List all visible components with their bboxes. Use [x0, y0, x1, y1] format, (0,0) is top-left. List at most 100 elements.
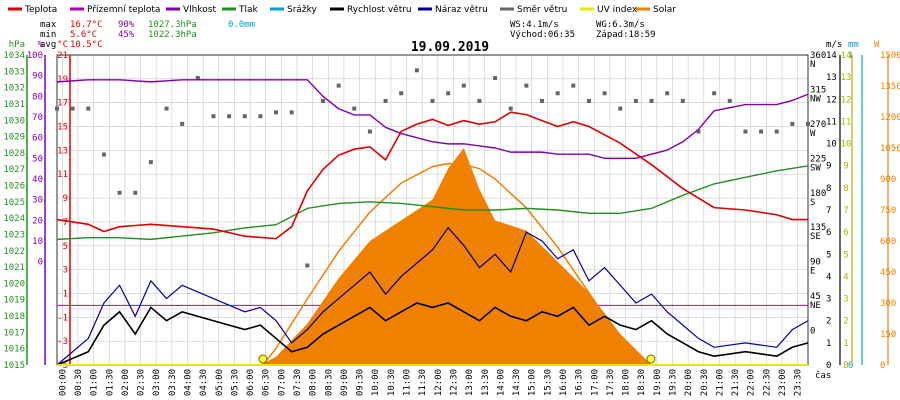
tick-humidity_pct: 70 [32, 113, 43, 123]
tick-uv_index: 8 [843, 184, 848, 194]
stat-wg: WG:6.3m/s [596, 20, 645, 30]
x-tick-label: 19:30 [669, 369, 679, 396]
tick-direction: 0 [810, 327, 815, 337]
tick-wind_ms: 14 [826, 51, 837, 61]
tick-direction: 135 [810, 223, 826, 233]
x-tick-label: 12:00 [434, 369, 444, 396]
tick-pressure_hpa: 1030 [3, 116, 25, 126]
tick-uv_index: 1 [843, 339, 848, 349]
x-tick-label: 18:30 [637, 369, 647, 396]
tick-solar_w: 1050 [880, 144, 900, 154]
stat-min-press: 1022.3hPa [148, 30, 197, 40]
legend-label-6: Náraz větru [435, 5, 488, 15]
x-tick-label: 08:00 [309, 369, 319, 396]
tick-temperature_c: 5 [63, 242, 68, 252]
tick-pressure_hpa: 1031 [3, 100, 25, 110]
wind-direction-point [743, 129, 748, 134]
x-tick-label: 15:00 [528, 369, 538, 396]
x-tick-label: 15:30 [543, 369, 553, 396]
wind-direction-point [289, 110, 294, 115]
x-tick-label: 16:30 [575, 369, 585, 396]
tick-solar_w: 1350 [880, 82, 900, 92]
tick-uv_index: 6 [843, 228, 848, 238]
tick-pressure_hpa: 1018 [3, 312, 25, 322]
tick-wind_ms: 5 [826, 250, 831, 260]
wind-direction-point [759, 129, 764, 134]
x-tick-label: 09:30 [356, 369, 366, 396]
tick-pressure_hpa: 1017 [3, 328, 25, 338]
x-tick-label: 11:00 [403, 369, 413, 396]
tick-pressure_hpa: 1033 [3, 67, 25, 77]
axis-title-pressure_hpa: hPa [9, 40, 25, 50]
x-tick-label: 19:00 [653, 369, 663, 396]
tick-temperature_c: 19 [57, 75, 68, 85]
x-tick-label: 03:30 [168, 369, 178, 396]
tick-solar_w: 750 [880, 206, 896, 216]
x-tick-label: 16:00 [559, 369, 569, 396]
axis-title-solar_w: W [874, 40, 880, 50]
tick-temperature_c: 17 [57, 99, 68, 109]
tick-temperature_c: 13 [57, 146, 68, 156]
x-tick-label: 07:00 [277, 369, 287, 396]
legend-label-0: Teplota [24, 5, 57, 15]
x-tick-label: 10:00 [371, 369, 381, 396]
tick-humidity_pct: 30 [32, 196, 43, 206]
x-tick-label: 02:00 [121, 369, 131, 396]
legend-label-3: Tlak [238, 5, 259, 15]
tick-wind_ms: 7 [826, 206, 831, 216]
wind-direction-point [86, 106, 91, 111]
tick-wind_ms: 9 [826, 162, 831, 172]
tick-uv_index: 7 [843, 206, 848, 216]
wind-direction-point [540, 98, 545, 103]
wind-direction-point [618, 106, 623, 111]
wind-direction-point [352, 106, 357, 111]
stat-sunrise: Východ:06:35 [510, 30, 575, 40]
stat-max-press: 1027.3hPa [148, 20, 197, 30]
tick-uv_index: 12 [841, 95, 852, 105]
tick-solar_w: 900 [880, 175, 896, 185]
wind-direction-point [649, 98, 654, 103]
tick-temperature_c: 15 [57, 123, 68, 133]
gust-line [56, 226, 809, 366]
stat-ws: WS:4.1m/s [510, 20, 559, 30]
tick-pressure_hpa: 1032 [3, 84, 25, 94]
x-tick-label: 04:00 [183, 369, 193, 396]
x-tick-label: 09:00 [340, 369, 350, 396]
wind-direction-point [227, 114, 232, 119]
stats-block: max 16.7°C 90% 1027.3hPa 0.0mm min 5.6°C… [40, 20, 656, 50]
tick-wind_ms: 6 [826, 228, 831, 238]
wind-direction-point [493, 75, 498, 80]
wind-direction-point [399, 91, 404, 96]
tick-humidity_pct: 0 [38, 258, 43, 268]
tick-wind_ms: 8 [826, 184, 831, 194]
tick-pressure_hpa: 1021 [3, 263, 25, 273]
x-tick-label: 13:30 [481, 369, 491, 396]
stat-rain: 0.0mm [228, 20, 255, 30]
tick-pressure_hpa: 1015 [3, 361, 25, 371]
tick-solar_w: 450 [880, 268, 896, 278]
tick-solar_w: 300 [880, 299, 896, 309]
x-tick-label: 03:00 [152, 369, 162, 396]
legend-label-4: Srážky [287, 5, 318, 15]
wind-direction-point [806, 121, 810, 126]
x-tick-label: 18:00 [622, 369, 632, 396]
tick-pressure_hpa: 1023 [3, 230, 25, 240]
tick-uv_index: 0 [843, 361, 848, 371]
solar-theoretical-line [262, 162, 652, 366]
x-tick-label: 00:30 [74, 369, 84, 396]
tick-direction: 225 [810, 154, 826, 164]
tick-direction-name: SW [810, 163, 821, 173]
tick-direction-name: NE [810, 301, 821, 311]
tick-pressure_hpa: 1034 [3, 51, 25, 61]
tick-wind_ms: 13 [826, 73, 837, 83]
legend-label-5: Rychlost větru [347, 5, 412, 15]
legend-label-1: Přízemní teplota [87, 5, 160, 15]
x-axis: 00:00 00:30 01:00 01:30 02:00 02:30 03:00 03:30… [58, 369, 803, 396]
tick-uv_index: 2 [843, 317, 848, 327]
tick-temperature_c: 3 [63, 266, 68, 276]
humidity-line [56, 79, 809, 160]
tick-temperature_c: -3 [57, 337, 68, 347]
x-tick-label: 01:30 [105, 369, 115, 396]
stat-min-hum: 45% [118, 30, 135, 40]
